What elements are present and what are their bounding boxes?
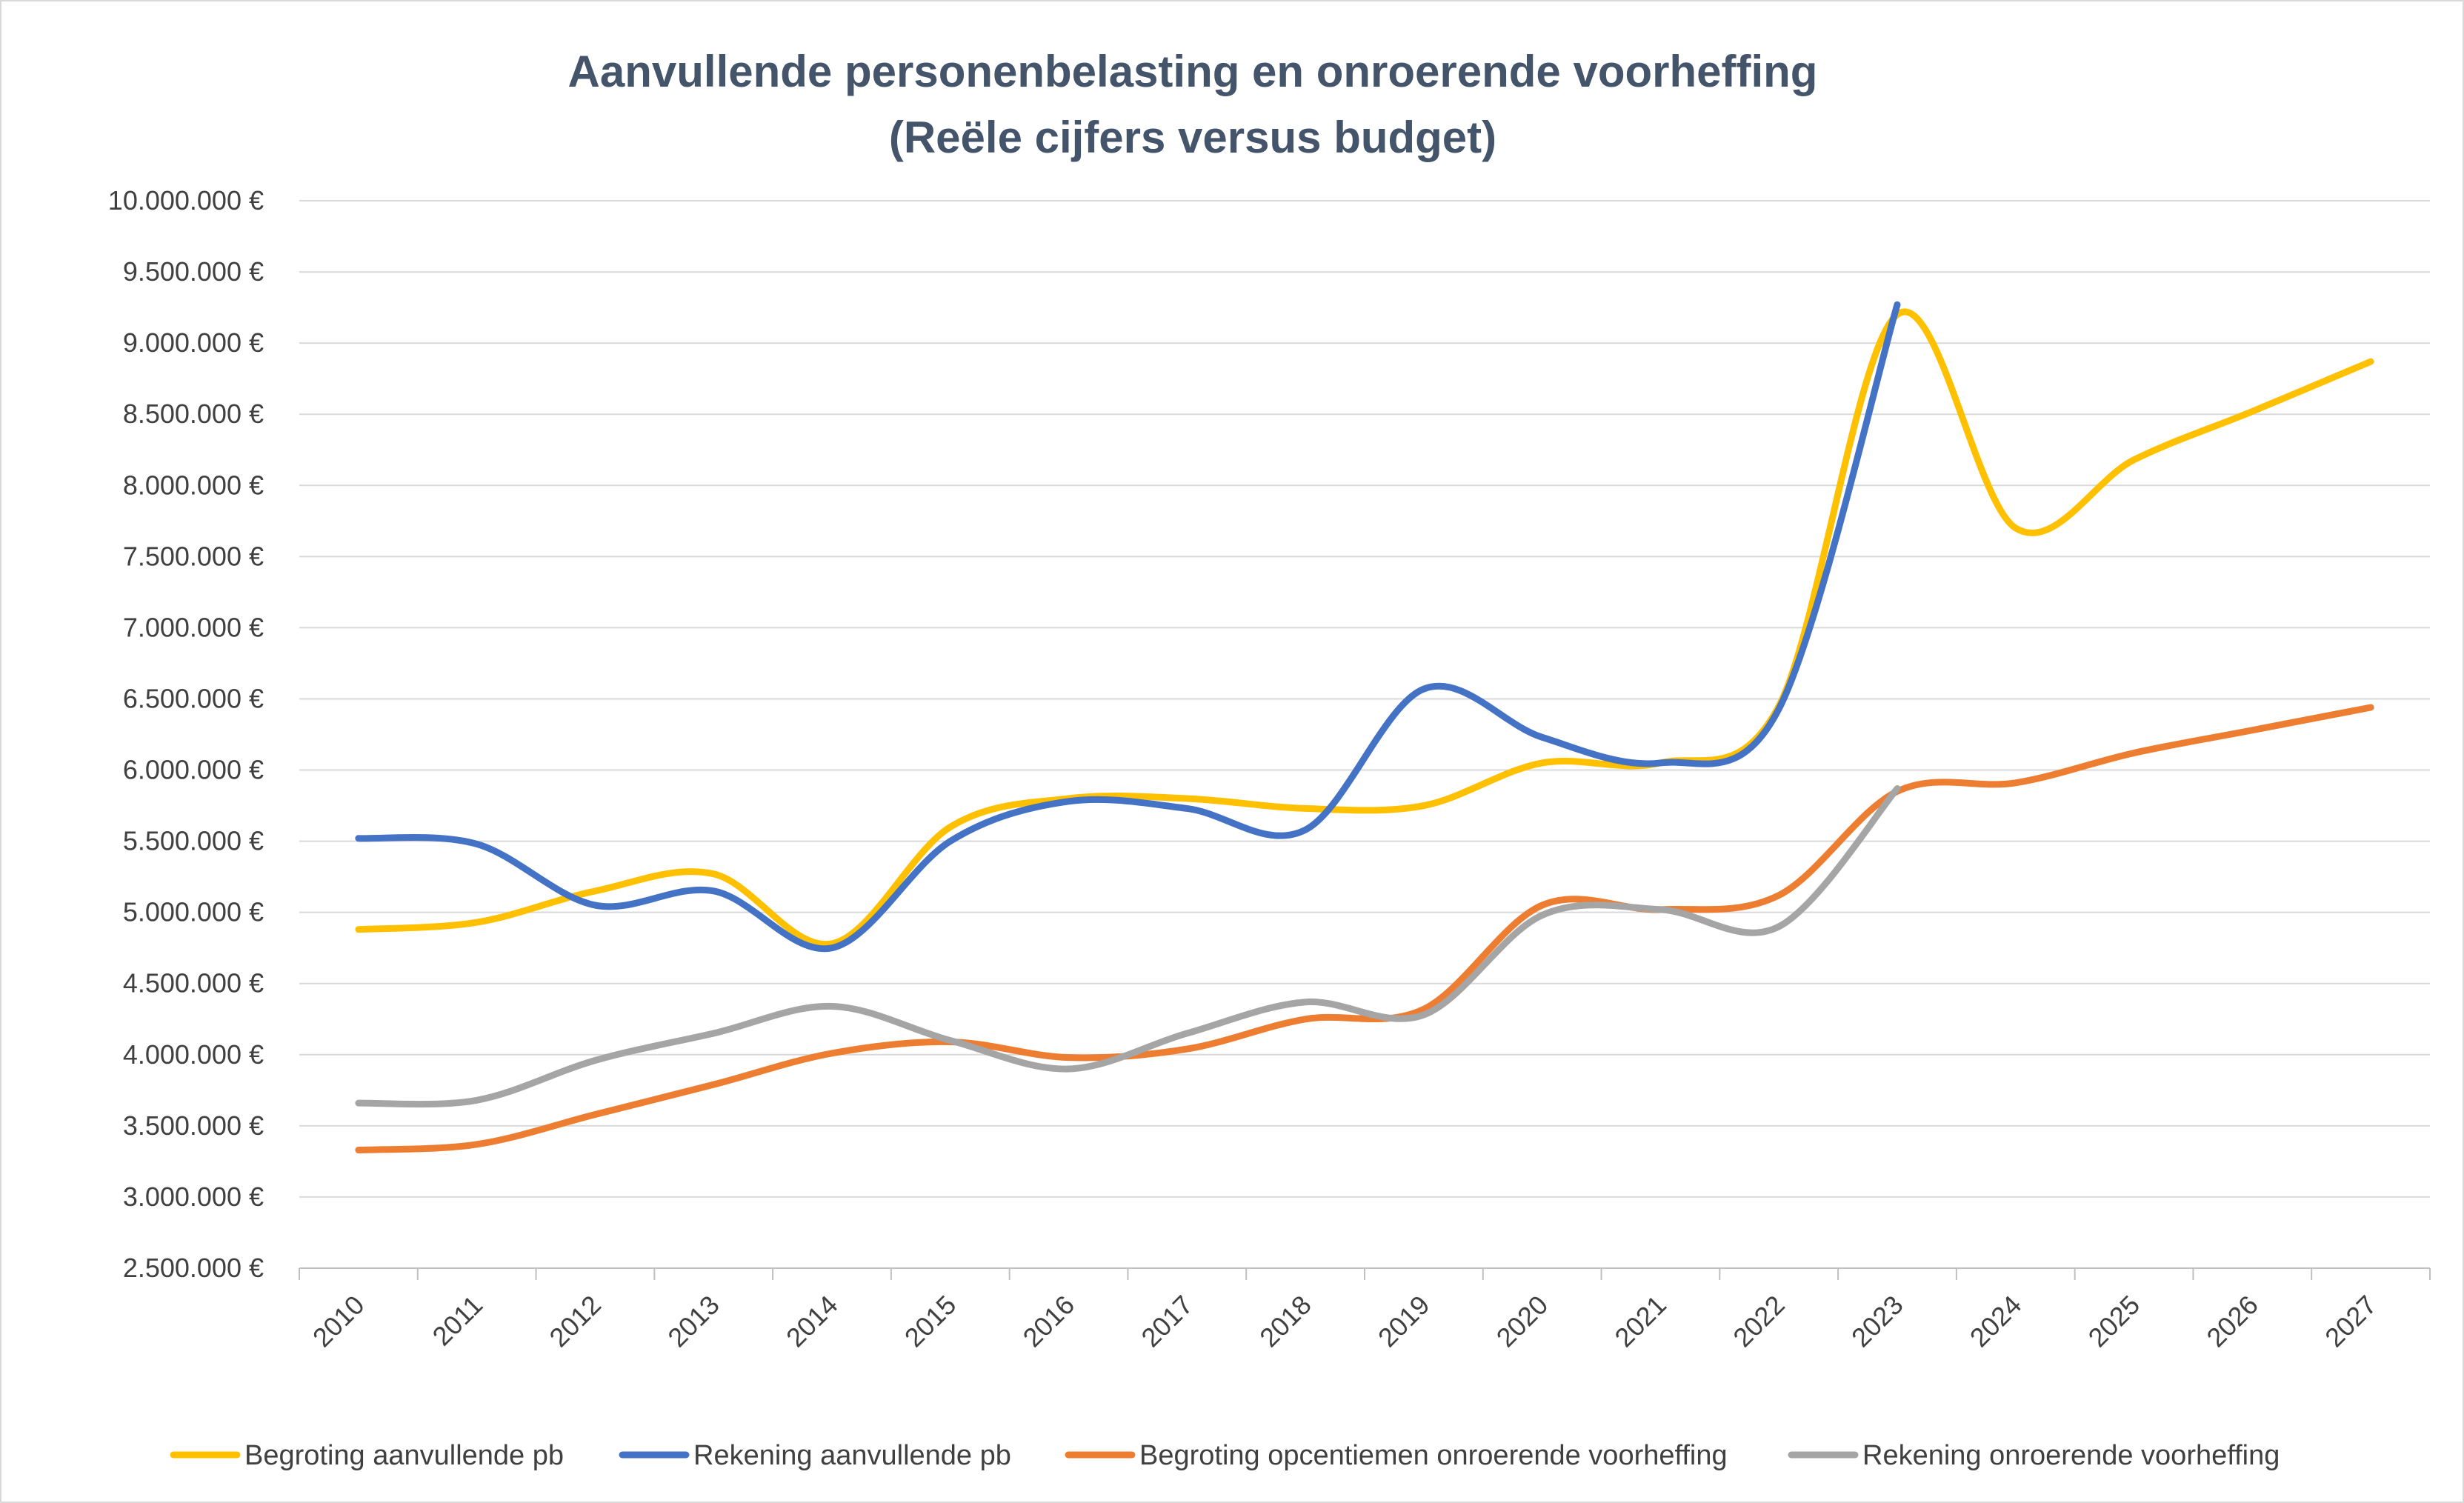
y-tick-label: 2.500.000 € (123, 1253, 264, 1283)
y-tick-label: 5.000.000 € (123, 897, 264, 927)
y-tick-label: 4.000.000 € (123, 1039, 264, 1070)
x-tick-label: 2020 (1491, 1290, 1554, 1353)
x-tick-label: 2017 (1135, 1290, 1199, 1353)
x-tick-label: 2026 (2200, 1290, 2264, 1353)
y-tick-label: 9.000.000 € (123, 327, 264, 358)
y-tick-label: 5.500.000 € (123, 826, 264, 856)
x-tick-label: 2022 (1727, 1290, 1791, 1353)
y-axis: 2.500.000 € 3.000.000 € 3.500.000 € 4.000.0… (108, 185, 264, 1283)
series-line-rekening-aanvullende-pb (355, 301, 1901, 953)
x-tick-label: 2016 (1017, 1290, 1081, 1353)
x-tick-label: 2013 (662, 1290, 725, 1353)
chart-title: Aanvullende personenbelasting en onroere… (568, 47, 1818, 96)
y-tick-label: 3.000.000 € (123, 1182, 264, 1212)
legend-label-rekening-aanvullende-pb: Rekening aanvullende pb (693, 1440, 1011, 1471)
x-tick-label: 2010 (307, 1290, 370, 1353)
series-line-begroting-opcentiemen-onroerende-voorheffing (355, 704, 2374, 1154)
gridlines (299, 200, 2430, 1198)
legend-label-begroting-aanvullende-pb: Begroting aanvullende pb (244, 1440, 564, 1471)
y-tick-label: 8.000.000 € (123, 470, 264, 500)
x-tick-label: 2015 (899, 1290, 962, 1353)
x-tick-label: 2027 (2319, 1290, 2383, 1353)
y-tick-label: 8.500.000 € (123, 399, 264, 429)
series-line-rekening-onroerende-voorheffing (355, 785, 1901, 1108)
x-axis (299, 1267, 2431, 1280)
series-lines (355, 301, 2374, 1154)
x-tick-label: 2019 (1372, 1290, 1436, 1353)
y-tick-label: 6.500.000 € (123, 683, 264, 713)
y-tick-label: 4.500.000 € (123, 968, 264, 999)
y-tick-label: 9.500.000 € (123, 256, 264, 287)
y-tick-label: 3.500.000 € (123, 1110, 264, 1141)
y-tick-label: 6.000.000 € (123, 755, 264, 785)
chart-subtitle: (Reële cijfers versus budget) (889, 113, 1496, 162)
x-tick-label: 2018 (1253, 1290, 1317, 1353)
legend-label-begroting-opcentiemen-onroerende-voorheffing: Begroting opcentiemen onroerende voorhef… (1139, 1440, 1728, 1471)
x-tick-label: 2025 (2082, 1290, 2146, 1353)
y-tick-label: 10.000.000 € (108, 185, 264, 216)
legend-label-rekening-onroerende-voorheffing: Rekening onroerende voorheffing (1862, 1440, 2280, 1471)
y-tick-label: 7.000.000 € (123, 612, 264, 642)
x-tick-label: 2011 (427, 1290, 489, 1352)
y-tick-label: 7.500.000 € (123, 541, 264, 571)
x-tick-label: 2014 (780, 1290, 844, 1353)
series-line-begroting-aanvullende-pb (355, 308, 2374, 948)
legend: Begroting aanvullende pb Rekening aanvull… (170, 1440, 2280, 1471)
x-tick-label: 2021 (1608, 1290, 1672, 1353)
x-tick-label: 2023 (1845, 1290, 1909, 1353)
x-tick-label: 2024 (1964, 1290, 2028, 1353)
x-tick-label: 2012 (543, 1290, 607, 1353)
x-axis-labels: 2010 2011 2012 2013 2014 2015 2016 2017 2018 2019… (307, 1290, 2383, 1353)
